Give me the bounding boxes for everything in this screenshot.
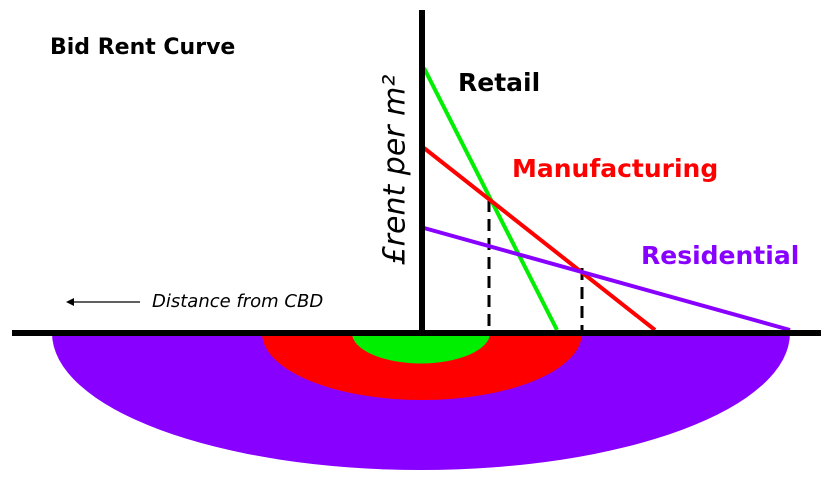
residential-label: Residential [641, 241, 799, 270]
residential-line [423, 226, 791, 332]
residential-zone [52, 333, 790, 470]
arrow-head [66, 298, 74, 306]
manufacturing-label: Manufacturing [512, 154, 718, 183]
x-axis-label: Distance from CBD [152, 291, 323, 312]
retail-label: Retail [458, 68, 540, 97]
manufacturing-zone [262, 333, 582, 400]
retail-zone [352, 333, 490, 364]
y-axis-label: £rent per m² [378, 75, 413, 266]
manufacturing-line [422, 146, 657, 332]
title: Bid Rent Curve [50, 35, 235, 60]
